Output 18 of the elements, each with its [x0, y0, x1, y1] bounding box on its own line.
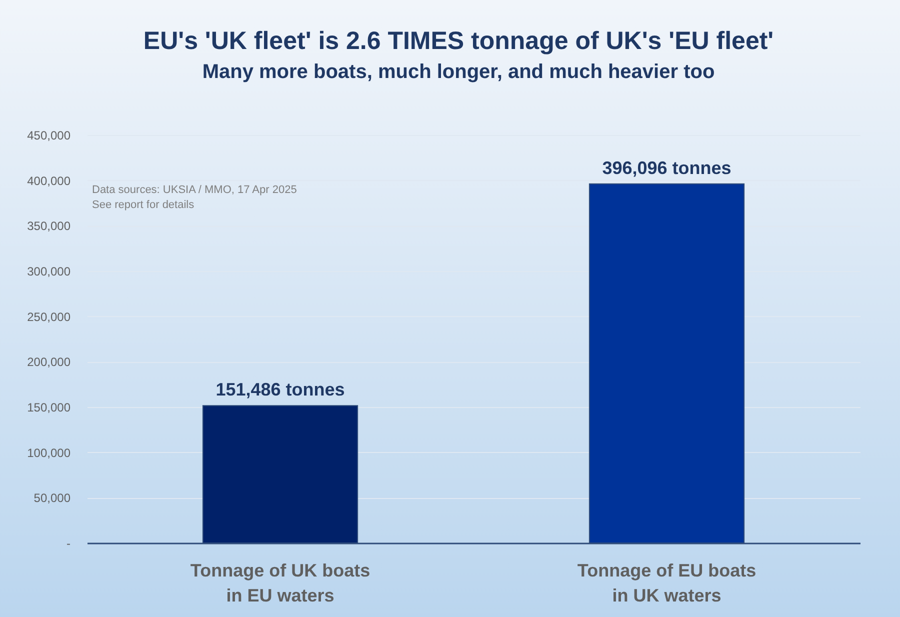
y-tick-label: 100,000: [27, 446, 71, 460]
x-tick-label: Tonnage of UK boats in EU waters: [190, 560, 370, 606]
data-label: 151,486 tonnes: [216, 380, 345, 400]
data-label: 396,096 tonnes: [602, 158, 732, 178]
x-tick-label: Tonnage of EU boats in UK waters: [577, 560, 756, 606]
annotation: See report for details: [92, 199, 195, 211]
y-tick-label: 300,000: [27, 264, 71, 278]
y-tick-label: 400,000: [27, 174, 71, 188]
annotation: Data sources: UKSIA / MMO, 17 Apr 2025: [92, 184, 297, 196]
y-tick-label: 200,000: [27, 355, 71, 370]
chart-subtitle: Many more boats, much longer, and much heavier too: [202, 61, 715, 83]
y-tick-label: 50,000: [34, 491, 71, 506]
y-tick-label: 150,000: [27, 400, 71, 414]
y-tick-label: 450,000: [27, 128, 71, 142]
chart-title: EU's 'UK fleet' is 2.6 TIMES tonnage of UK's 'EU fleet': [143, 27, 774, 55]
y-tick-label: -: [66, 536, 70, 550]
y-tick-label: 250,000: [27, 310, 71, 324]
y-tick-label: 350,000: [27, 219, 71, 234]
